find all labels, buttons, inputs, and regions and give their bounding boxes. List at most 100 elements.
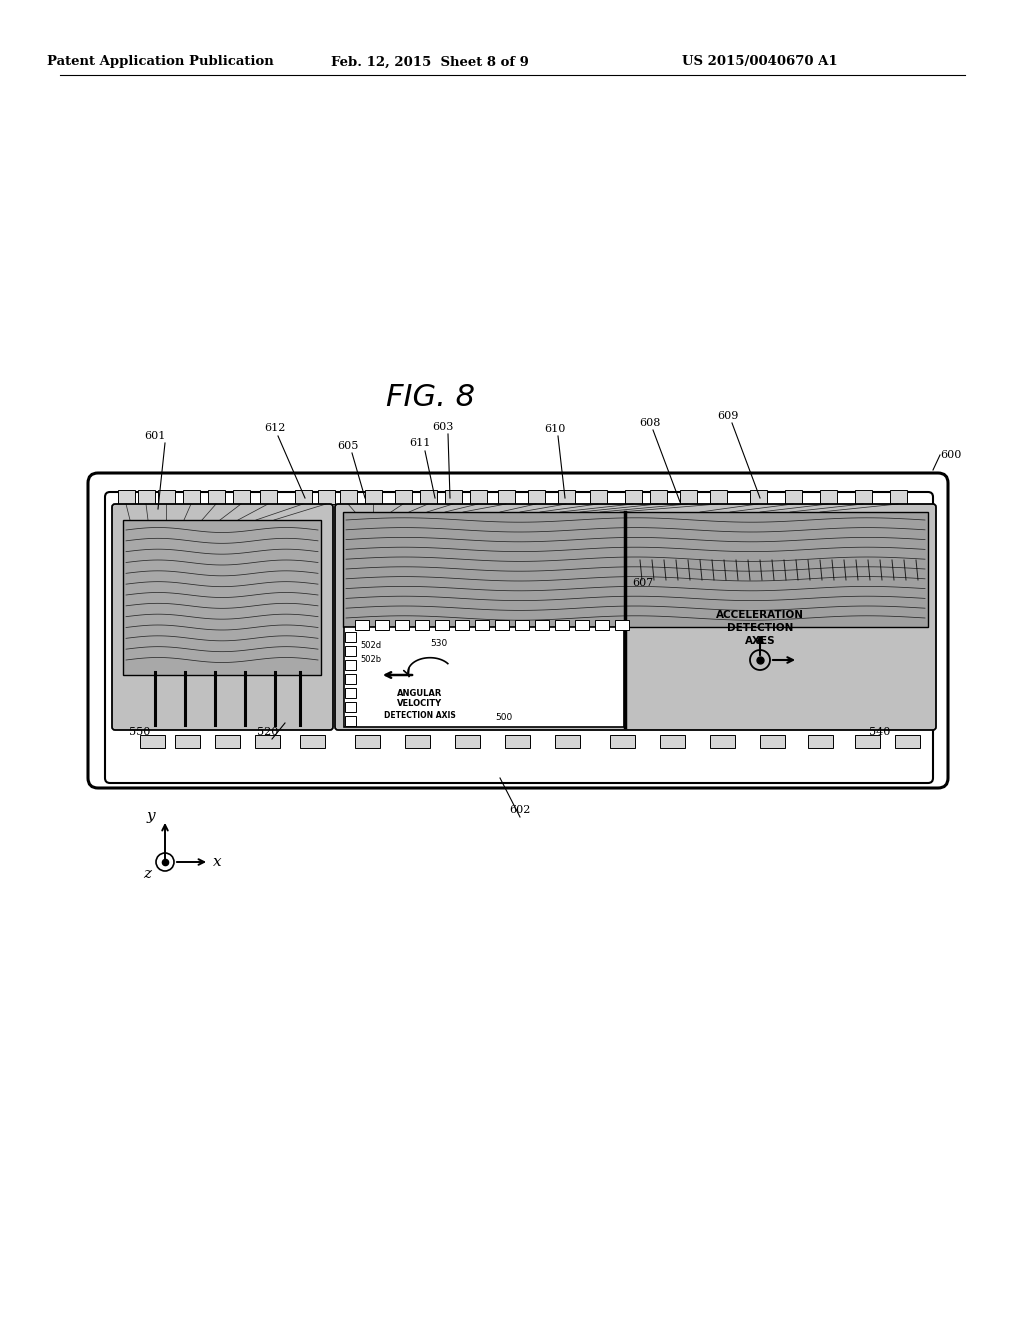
Bar bbox=[710, 735, 735, 748]
FancyBboxPatch shape bbox=[112, 504, 333, 730]
Bar bbox=[575, 620, 589, 630]
Bar bbox=[710, 490, 727, 504]
Bar bbox=[345, 688, 356, 698]
Text: US 2015/0040670 A1: US 2015/0040670 A1 bbox=[682, 55, 838, 69]
Text: 502d: 502d bbox=[360, 640, 381, 649]
Bar bbox=[595, 620, 609, 630]
Bar bbox=[498, 490, 515, 504]
Bar bbox=[355, 735, 380, 748]
Bar bbox=[495, 620, 509, 630]
Text: DETECTION: DETECTION bbox=[727, 623, 794, 634]
Text: 605: 605 bbox=[337, 441, 358, 451]
FancyBboxPatch shape bbox=[88, 473, 948, 788]
Bar bbox=[515, 620, 529, 630]
Text: AXES: AXES bbox=[744, 636, 775, 645]
Bar bbox=[680, 490, 697, 504]
Bar bbox=[345, 702, 356, 711]
Bar bbox=[808, 735, 833, 748]
Bar bbox=[345, 715, 356, 726]
Bar bbox=[123, 520, 321, 675]
Text: Feb. 12, 2015  Sheet 8 of 9: Feb. 12, 2015 Sheet 8 of 9 bbox=[331, 55, 529, 69]
Text: 502b: 502b bbox=[360, 656, 381, 664]
Bar bbox=[415, 620, 429, 630]
Bar bbox=[475, 620, 489, 630]
Bar bbox=[295, 490, 312, 504]
Bar bbox=[255, 735, 280, 748]
Bar bbox=[233, 490, 250, 504]
Bar bbox=[610, 735, 635, 748]
Text: 603: 603 bbox=[432, 422, 454, 432]
Text: z: z bbox=[143, 867, 151, 880]
Text: 550: 550 bbox=[129, 727, 151, 737]
Bar bbox=[260, 490, 278, 504]
Bar bbox=[110, 498, 928, 537]
Bar bbox=[340, 490, 357, 504]
Bar bbox=[406, 735, 430, 748]
Bar bbox=[365, 490, 382, 504]
Text: DETECTION AXIS: DETECTION AXIS bbox=[384, 711, 456, 721]
Text: ANGULAR: ANGULAR bbox=[397, 689, 442, 697]
Text: 600: 600 bbox=[940, 450, 962, 459]
Bar bbox=[890, 490, 907, 504]
Bar bbox=[110, 738, 928, 776]
Bar bbox=[855, 490, 872, 504]
Text: 608: 608 bbox=[639, 418, 660, 428]
Bar bbox=[855, 735, 880, 748]
Bar bbox=[435, 620, 449, 630]
Bar bbox=[118, 490, 135, 504]
Text: 530: 530 bbox=[430, 639, 447, 648]
Bar bbox=[375, 620, 389, 630]
Bar bbox=[660, 735, 685, 748]
Bar bbox=[760, 735, 785, 748]
Bar bbox=[820, 490, 837, 504]
Bar bbox=[345, 660, 356, 671]
Bar bbox=[138, 490, 155, 504]
Bar bbox=[344, 627, 624, 727]
Text: 607: 607 bbox=[632, 578, 653, 587]
Bar bbox=[625, 490, 642, 504]
Bar bbox=[420, 490, 437, 504]
Bar bbox=[345, 675, 356, 684]
Bar bbox=[158, 490, 175, 504]
Text: x: x bbox=[213, 855, 221, 869]
Bar bbox=[318, 490, 335, 504]
Text: 540: 540 bbox=[869, 727, 891, 737]
Bar bbox=[650, 490, 667, 504]
Text: Patent Application Publication: Patent Application Publication bbox=[47, 55, 273, 69]
Bar bbox=[395, 490, 412, 504]
Bar bbox=[555, 620, 569, 630]
Text: 520: 520 bbox=[257, 727, 279, 737]
Text: 609: 609 bbox=[718, 411, 738, 421]
Bar bbox=[750, 490, 767, 504]
Text: ACCELERATION: ACCELERATION bbox=[716, 610, 804, 620]
Bar bbox=[590, 490, 607, 504]
Bar bbox=[558, 490, 575, 504]
Bar bbox=[455, 620, 469, 630]
Bar bbox=[345, 632, 356, 642]
Text: 602: 602 bbox=[509, 805, 530, 814]
Bar bbox=[345, 645, 356, 656]
Bar bbox=[455, 735, 480, 748]
Text: VELOCITY: VELOCITY bbox=[397, 698, 442, 708]
FancyBboxPatch shape bbox=[105, 492, 933, 783]
Text: y: y bbox=[146, 809, 155, 822]
Text: 612: 612 bbox=[264, 422, 286, 433]
Bar bbox=[215, 735, 240, 748]
Text: 610: 610 bbox=[545, 424, 565, 434]
Bar bbox=[785, 490, 802, 504]
Text: 611: 611 bbox=[410, 438, 431, 447]
Bar bbox=[208, 490, 225, 504]
Text: FIG. 8: FIG. 8 bbox=[385, 384, 474, 412]
Bar bbox=[183, 490, 200, 504]
Bar bbox=[355, 620, 369, 630]
Bar bbox=[175, 735, 200, 748]
Bar bbox=[535, 620, 549, 630]
Bar bbox=[395, 620, 409, 630]
Bar bbox=[140, 735, 165, 748]
Bar bbox=[343, 512, 928, 627]
Text: 500: 500 bbox=[495, 713, 512, 722]
Text: 601: 601 bbox=[144, 432, 166, 441]
Bar bbox=[445, 490, 462, 504]
Bar bbox=[505, 735, 530, 748]
Bar bbox=[895, 735, 920, 748]
